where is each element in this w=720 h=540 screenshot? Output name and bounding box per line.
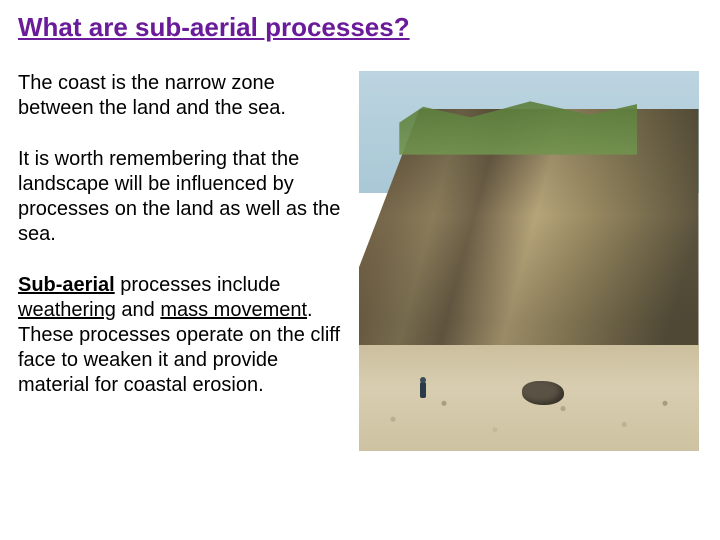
term-mass-movement: mass movement (160, 299, 307, 321)
photo-boulder (522, 381, 564, 405)
photo-person (420, 382, 426, 398)
paragraph-2: It is worth remembering that the landsca… (18, 147, 343, 247)
term-weathering: weathering (18, 299, 116, 321)
slide: What are sub-aerial processes? The coast… (0, 0, 720, 540)
paragraph-3: Sub-aerial processes include weathering … (18, 273, 343, 398)
slide-title: What are sub-aerial processes? (18, 12, 702, 43)
para3-mid2: and (116, 299, 160, 321)
term-sub-aerial: Sub-aerial (18, 274, 115, 296)
content-row: The coast is the narrow zone between the… (18, 71, 702, 451)
paragraph-1: The coast is the narrow zone between the… (18, 71, 343, 121)
coastal-cliff-photo (359, 71, 699, 451)
para3-mid1: processes include (115, 274, 281, 296)
image-column (355, 71, 702, 451)
text-column: The coast is the narrow zone between the… (18, 71, 343, 451)
